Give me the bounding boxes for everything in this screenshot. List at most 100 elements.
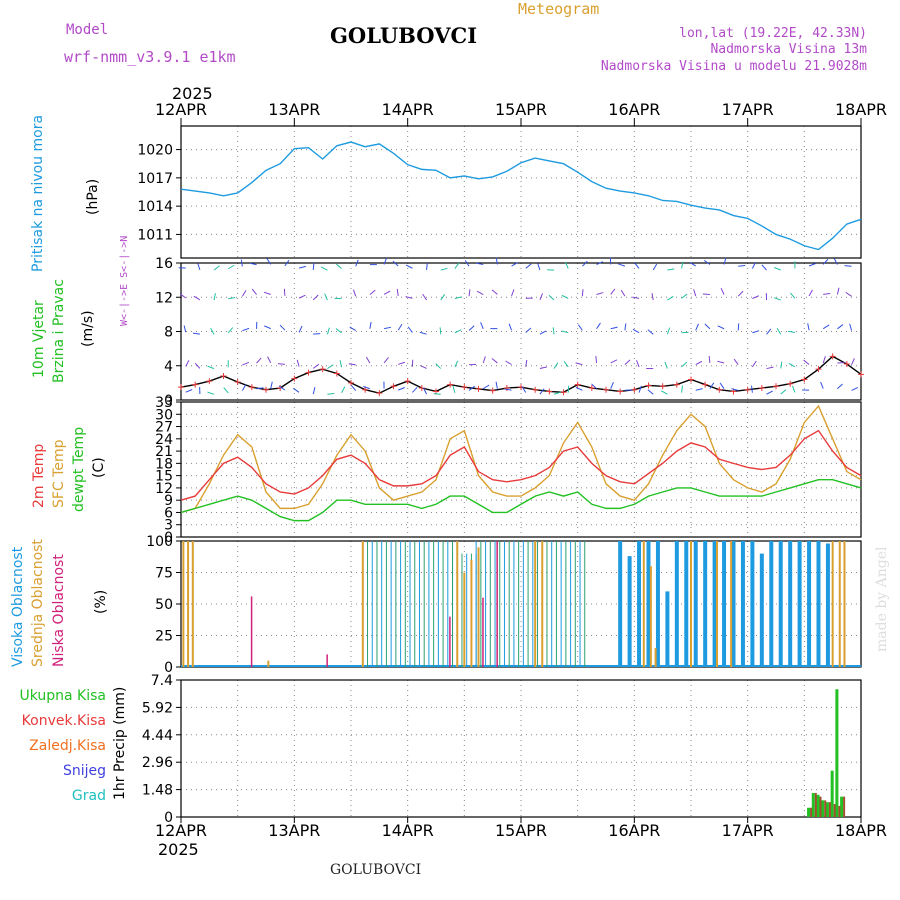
wind-direction-arrow	[596, 292, 604, 295]
wind-axis-title: 10m Vjetar	[31, 300, 47, 378]
wind-direction-arrow	[296, 359, 300, 367]
mid-cloud-bar	[456, 541, 459, 667]
wind-direction-arrow	[539, 366, 547, 369]
high-cloud-bar	[788, 541, 793, 667]
wind-direction-arrow	[803, 359, 810, 365]
wind-direction-arrow	[352, 289, 357, 297]
wind-direction-arrow	[822, 258, 829, 265]
wind-direction-arrow	[766, 328, 772, 335]
high-cloud-bar	[759, 553, 764, 667]
y-tick-label: 1.48	[142, 783, 173, 799]
high-cloud-bar	[674, 541, 679, 667]
mid-cloud-bar	[642, 541, 645, 667]
y-tick-label: 8	[164, 325, 173, 341]
mid-cloud-bar	[715, 541, 718, 667]
wind-direction-arrow	[468, 385, 475, 391]
wind-direction-arrow	[193, 295, 201, 301]
wind-speed-marker	[489, 387, 496, 394]
wind-direction-arrow	[392, 260, 399, 267]
cloud-axis-title-mid: Srednja Oblacnost	[30, 539, 46, 667]
wind-direction-arrow	[575, 362, 583, 366]
wind-direction-arrow	[440, 267, 448, 271]
wind-direction-arrow	[312, 363, 320, 369]
wind-direction-arrow	[693, 289, 697, 297]
wind-speed-marker	[716, 386, 723, 393]
wind-direction-arrow	[482, 384, 490, 390]
wind-direction-arrow	[207, 365, 215, 370]
wind-direction-arrow	[553, 391, 561, 395]
mid-cloud-bar	[191, 541, 194, 667]
wind-direction-arrow	[833, 258, 838, 265]
high-cloud-bar	[655, 541, 660, 667]
wind-direction-arrow	[454, 296, 462, 300]
high-cloud-bar	[769, 541, 774, 667]
year-top: 2025	[172, 84, 213, 103]
wind-direction-arrow	[539, 293, 543, 301]
y-tick-label: 4.44	[142, 728, 173, 744]
wind-direction-arrow	[610, 382, 614, 389]
date-tick-label: 16APR	[608, 100, 660, 119]
y-tick-label: 3	[164, 518, 173, 534]
wind-direction-arrow	[293, 387, 300, 393]
precip-legend-hail: Grad	[72, 788, 106, 804]
wind-direction-arrow	[242, 361, 250, 366]
wind-direction-arrow	[251, 288, 257, 295]
high-cloud-bar	[703, 541, 708, 667]
conv-precip-bar	[814, 792, 817, 817]
mid-cloud-bar	[267, 660, 270, 667]
wind-speed-marker	[787, 380, 794, 387]
temp-axis-title-2m: 2m Temp	[31, 444, 47, 508]
wind-direction-arrow	[256, 387, 264, 390]
wind-direction-arrow	[298, 325, 303, 333]
date-tick-label: 17APR	[722, 821, 774, 840]
model-elevation-label: Nadmorska Visina u modelu 21.9028m	[601, 59, 867, 74]
precip-legend-conv: Konvek.Kisa	[22, 713, 106, 729]
coords-label: lon,lat (19.22E, 42.33N)	[679, 26, 867, 41]
wind-speed-marker	[815, 366, 822, 373]
pressure-axis-title: Pritisak na nivou mora	[30, 115, 46, 272]
y-tick-label: 75	[155, 566, 173, 582]
date-tick-label: 18APR	[835, 100, 887, 119]
wind-direction-arrow	[270, 381, 273, 389]
wind-direction-arrow	[632, 296, 640, 299]
high-cloud-bar	[712, 541, 717, 667]
wind-direction-arrow	[766, 390, 773, 395]
conv-precip-bar	[838, 805, 841, 817]
wind-direction-arrow	[752, 295, 760, 299]
wind-direction-arrow	[620, 289, 626, 297]
wind-direction-arrow	[790, 292, 796, 299]
wind-direction-arrow	[851, 358, 855, 365]
wind-direction-arrow	[561, 294, 569, 299]
wind-direction-arrow	[820, 381, 824, 389]
pressure-panel: 1011 1014 1017 1020	[137, 125, 862, 259]
wind-direction-arrow	[326, 327, 330, 335]
temp-axis-unit: (C)	[91, 457, 107, 478]
wind-direction-arrow	[183, 325, 187, 333]
total-precip-bar	[840, 796, 844, 817]
wind-direction-arrow	[851, 386, 859, 391]
wind-direction-arrow	[454, 329, 462, 334]
wind-direction-arrow	[751, 360, 757, 368]
total-precip-bar	[830, 770, 834, 817]
sfc-temp-line	[180, 404, 862, 514]
temp-axis-title-sfc: SFC Temp	[51, 439, 67, 508]
mid-cloud-bar	[843, 541, 846, 667]
wind-speed-marker	[319, 366, 326, 373]
conv-precip-bar	[810, 807, 813, 817]
y-tick-label: 50	[155, 597, 173, 613]
panel-frame	[180, 262, 862, 401]
wind-direction-arrow	[185, 360, 190, 367]
pressure-line	[180, 141, 862, 251]
wind-direction-arrow	[780, 389, 787, 395]
wind-direction-arrow	[596, 322, 601, 330]
y-tick-label: 6	[164, 505, 173, 521]
wind-direction-arrow	[495, 381, 498, 389]
wind-direction-arrow	[464, 260, 470, 267]
low-cloud-bar	[250, 596, 253, 667]
date-tick-label: 13APR	[268, 821, 320, 840]
wind-direction-arrow	[792, 385, 796, 393]
wind-speed-marker	[376, 390, 383, 397]
panel-frame	[180, 401, 862, 538]
wind-direction-arrow	[452, 385, 456, 393]
high-cloud-bar	[816, 541, 821, 667]
